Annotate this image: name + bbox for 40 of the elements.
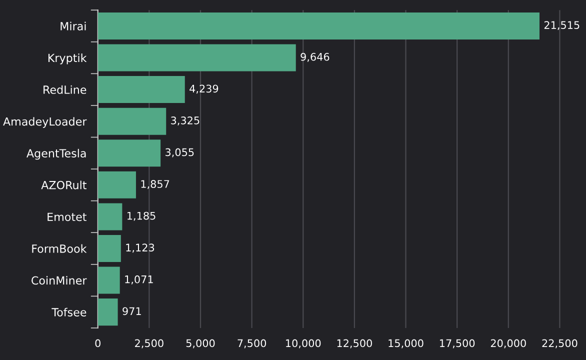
data-label: 1,071	[125, 275, 153, 284]
y-tick-label: FormBook	[32, 244, 87, 253]
data-label: 3,055	[166, 148, 194, 158]
x-tick-label: 10,000	[286, 339, 321, 348]
x-tick-label: 0	[95, 339, 100, 348]
bar	[98, 298, 118, 326]
y-tick-label: Mirai	[60, 22, 86, 30]
y-tick-label: AmadeyLoader	[3, 117, 87, 128]
bar	[98, 266, 120, 294]
x-tick-label: 5,000	[186, 339, 215, 348]
x-tick-label: 20,000	[490, 339, 526, 348]
data-label: 3,325	[171, 116, 200, 126]
y-tick-label: RedLine	[44, 85, 86, 94]
data-label: 9,646	[300, 52, 330, 62]
data-label: 21,515	[544, 21, 580, 30]
data-label: 4,239	[190, 84, 218, 94]
y-tick-label: Kryptik	[48, 54, 87, 64]
y-tick-label: AZORult	[41, 180, 86, 190]
x-tick-label: 12,500	[337, 339, 372, 348]
data-label: 1,123	[126, 244, 154, 253]
x-tick-label: 15,000	[388, 339, 424, 348]
data-label: 1,185	[128, 212, 156, 221]
bar	[98, 234, 121, 262]
bar	[98, 12, 540, 40]
bar	[98, 108, 166, 135]
y-tick-label: CoinMiner	[32, 276, 87, 285]
x-tick-label: 7,500	[238, 339, 266, 348]
bar	[98, 76, 185, 104]
y-tick-label: AgentTesla	[26, 148, 86, 160]
y-tick-label: Emotet	[48, 212, 86, 222]
data-label: 971	[122, 307, 141, 316]
data-label: 1,857	[141, 180, 170, 189]
bar	[98, 171, 136, 198]
y-tick-label: Tofsee	[52, 308, 86, 316]
x-tick-label: 17,500	[440, 339, 475, 348]
bar	[98, 44, 296, 72]
bar	[98, 203, 122, 230]
bar	[98, 140, 161, 167]
x-tick-label: 2,500	[135, 339, 164, 348]
x-tick-label: 22,500	[542, 339, 578, 348]
